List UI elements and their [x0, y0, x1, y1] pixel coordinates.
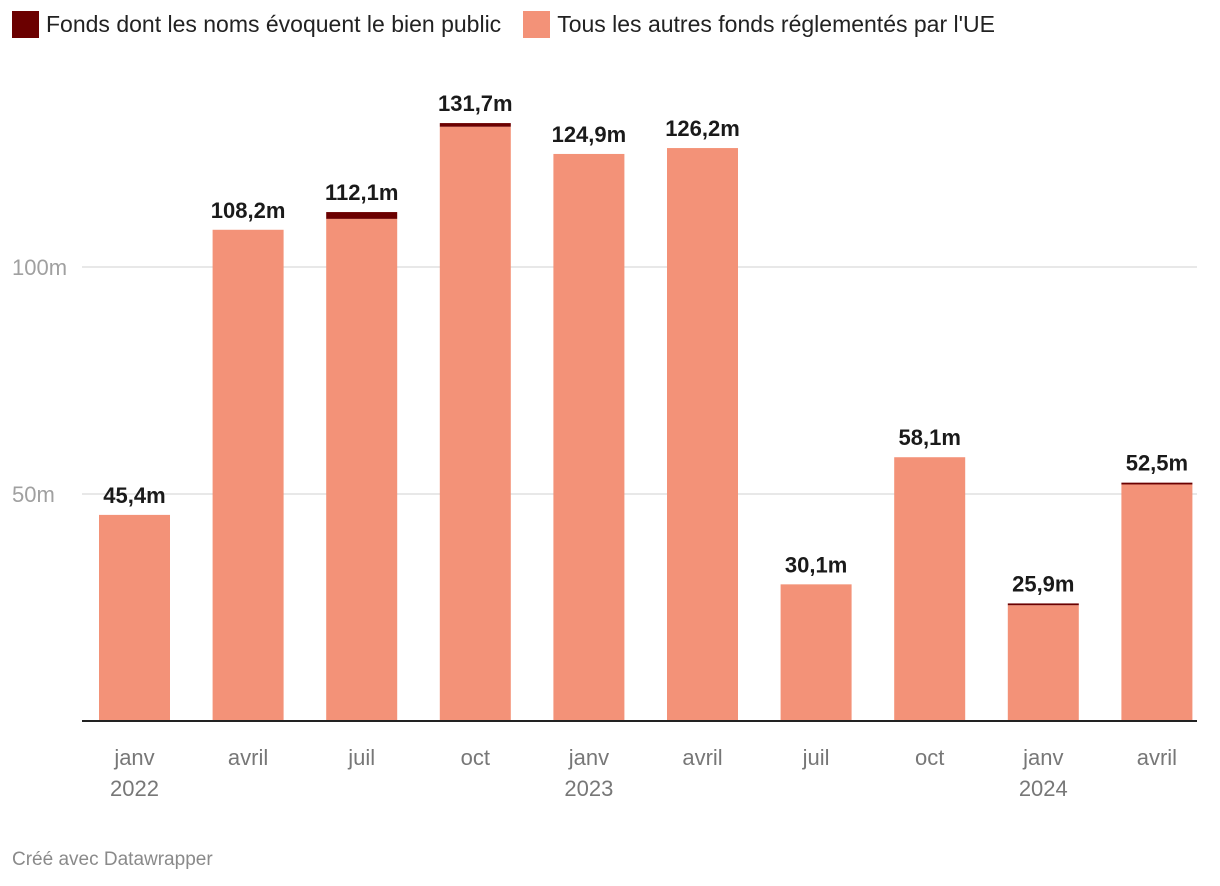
- bar-other-1: [212, 229, 284, 721]
- x-tick-label-9-0: avril: [1137, 745, 1177, 770]
- x-tick-label-7-0: oct: [915, 745, 944, 770]
- data-label-4: 124,9m: [552, 122, 627, 147]
- x-tick-label-1-0: avril: [228, 745, 268, 770]
- y-tick-label-50: 50m: [12, 482, 55, 507]
- bar-public-good-8: [1007, 603, 1079, 606]
- data-label-0: 45,4m: [103, 483, 165, 508]
- footer-credit: Créé avec Datawrapper: [12, 849, 213, 870]
- bar-other-8: [1007, 605, 1079, 721]
- data-label-3: 131,7m: [438, 91, 513, 116]
- x-tick-label-8-1: 2024: [1019, 776, 1068, 801]
- bar-other-9: [1121, 484, 1193, 721]
- legend-item-other: Tous les autres fonds réglementés par l'…: [523, 11, 995, 38]
- legend-label-other: Tous les autres fonds réglementés par l'…: [557, 11, 995, 37]
- data-label-7: 58,1m: [899, 425, 961, 450]
- legend-item-public-good: Fonds dont les noms évoquent le bien pub…: [12, 11, 501, 38]
- x-tick-label-6-0: juil: [802, 745, 830, 770]
- legend-swatch-public-good: [12, 11, 39, 38]
- x-tick-label-4-0: janv: [568, 745, 609, 770]
- x-tick-label-3-0: oct: [461, 745, 490, 770]
- bar-other-7: [894, 457, 966, 721]
- bar-public-good-2: [326, 212, 398, 219]
- x-tick-label-8-0: janv: [1022, 745, 1063, 770]
- bar-public-good-9: [1121, 482, 1193, 485]
- data-label-2: 112,1m: [325, 180, 398, 205]
- x-tick-label-2-0: juil: [347, 745, 375, 770]
- bar-public-good-3: [439, 123, 511, 127]
- data-label-5: 126,2m: [665, 116, 740, 141]
- data-label-8: 25,9m: [1012, 571, 1074, 596]
- data-label-9: 52,5m: [1126, 451, 1188, 476]
- y-tick-label-100: 100m: [12, 255, 67, 280]
- legend: Fonds dont les noms évoquent le bien pub…: [12, 11, 1017, 38]
- legend-swatch-other: [523, 11, 551, 38]
- bar-other-3: [439, 126, 511, 722]
- bar-other-6: [780, 584, 852, 721]
- data-label-1: 108,2m: [211, 198, 286, 223]
- bar-other-0: [99, 514, 170, 721]
- x-tick-label-5-0: avril: [682, 745, 722, 770]
- data-label-6: 30,1m: [785, 552, 847, 577]
- bar-other-2: [326, 218, 398, 721]
- bar-other-4: [553, 153, 625, 722]
- x-tick-label-0-1: 2022: [110, 776, 159, 801]
- bar-other-5: [667, 148, 738, 721]
- x-tick-label-4-1: 2023: [564, 776, 613, 801]
- legend-label-public-good: Fonds dont les noms évoquent le bien pub…: [46, 11, 502, 37]
- x-tick-label-0-0: janv: [113, 745, 154, 770]
